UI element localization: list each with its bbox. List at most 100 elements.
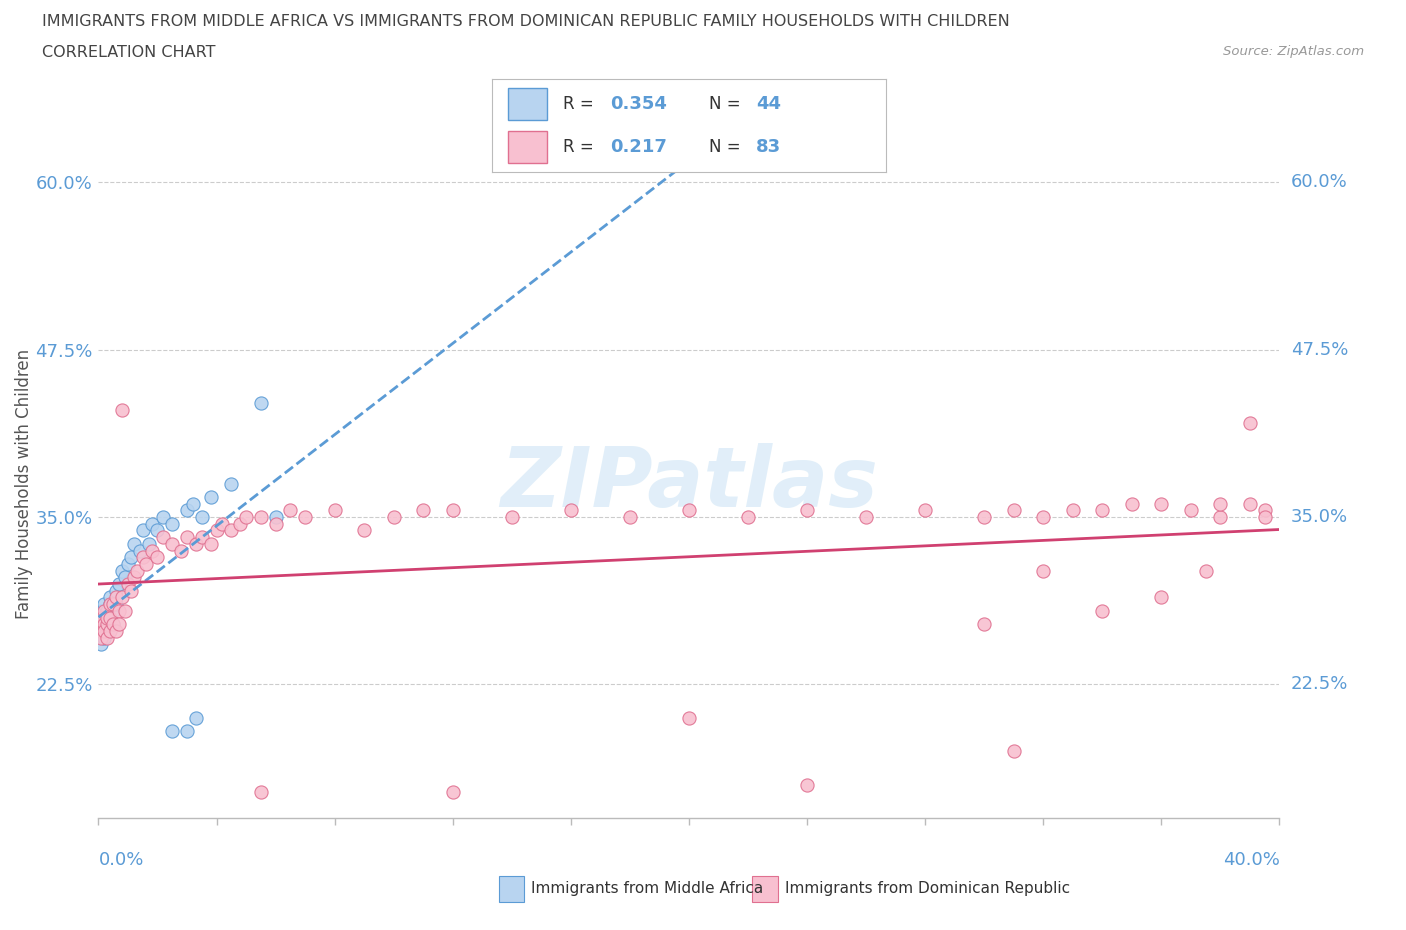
Point bbox=[278, 503, 302, 518]
Point bbox=[914, 503, 936, 518]
Point bbox=[93, 597, 115, 612]
Point bbox=[111, 403, 134, 418]
Point bbox=[141, 516, 163, 531]
Point bbox=[114, 570, 136, 585]
Point bbox=[128, 543, 150, 558]
Point bbox=[132, 550, 155, 565]
Point bbox=[264, 516, 287, 531]
Point bbox=[678, 711, 700, 725]
Point bbox=[98, 610, 121, 625]
Point bbox=[103, 617, 125, 631]
Point bbox=[152, 510, 174, 525]
Point bbox=[125, 564, 148, 578]
Point bbox=[382, 510, 405, 525]
Text: N =: N = bbox=[709, 138, 745, 156]
Point bbox=[93, 623, 115, 638]
Point bbox=[141, 543, 163, 558]
Point bbox=[1002, 744, 1025, 759]
Point bbox=[146, 523, 169, 538]
Point bbox=[191, 510, 214, 525]
Point bbox=[105, 597, 128, 612]
Point bbox=[205, 523, 228, 538]
Point bbox=[1254, 510, 1277, 525]
Point bbox=[93, 610, 115, 625]
Point bbox=[1032, 510, 1054, 525]
Point bbox=[176, 530, 198, 545]
Point bbox=[162, 516, 183, 531]
Point bbox=[1180, 503, 1202, 518]
Point bbox=[90, 610, 112, 625]
Point bbox=[441, 784, 464, 799]
Point bbox=[973, 510, 995, 525]
Point bbox=[93, 617, 115, 631]
Text: Immigrants from Middle Africa: Immigrants from Middle Africa bbox=[531, 881, 763, 896]
Point bbox=[181, 497, 204, 512]
Point bbox=[90, 623, 112, 638]
Point bbox=[1195, 564, 1218, 578]
Point bbox=[1209, 510, 1232, 525]
Point bbox=[98, 597, 121, 612]
Point bbox=[114, 604, 136, 618]
Point bbox=[737, 510, 759, 525]
Point bbox=[796, 777, 818, 792]
Point bbox=[200, 537, 222, 551]
Point bbox=[93, 631, 115, 645]
Point bbox=[96, 623, 118, 638]
Point bbox=[441, 503, 464, 518]
Point bbox=[90, 617, 112, 631]
Point bbox=[250, 784, 273, 799]
Text: 44: 44 bbox=[756, 95, 780, 113]
Point bbox=[103, 604, 125, 618]
Text: 0.217: 0.217 bbox=[610, 138, 666, 156]
Point bbox=[98, 623, 121, 638]
Point bbox=[93, 617, 115, 631]
Text: CORRELATION CHART: CORRELATION CHART bbox=[42, 45, 215, 60]
Point bbox=[1239, 497, 1261, 512]
Point bbox=[96, 610, 118, 625]
Text: Immigrants from Dominican Republic: Immigrants from Dominican Republic bbox=[785, 881, 1070, 896]
Point bbox=[176, 503, 198, 518]
Point bbox=[108, 617, 131, 631]
Point bbox=[93, 604, 115, 618]
Point bbox=[117, 577, 139, 591]
Point bbox=[235, 510, 257, 525]
Text: 35.0%: 35.0% bbox=[1291, 508, 1348, 526]
Point bbox=[176, 724, 198, 738]
Point bbox=[138, 537, 160, 551]
Text: 40.0%: 40.0% bbox=[1223, 851, 1279, 869]
Point bbox=[170, 543, 193, 558]
Point bbox=[90, 617, 112, 631]
Text: 60.0%: 60.0% bbox=[1291, 173, 1347, 192]
Point bbox=[796, 503, 818, 518]
Point bbox=[678, 503, 700, 518]
Point bbox=[96, 604, 118, 618]
Point bbox=[412, 503, 434, 518]
Point bbox=[98, 590, 121, 604]
Point bbox=[1091, 604, 1114, 618]
Point bbox=[855, 510, 877, 525]
Point bbox=[323, 503, 346, 518]
FancyBboxPatch shape bbox=[508, 88, 547, 120]
Point bbox=[211, 516, 233, 531]
Point bbox=[264, 510, 287, 525]
Point bbox=[294, 510, 316, 525]
Text: 47.5%: 47.5% bbox=[1291, 340, 1348, 359]
Point bbox=[90, 623, 112, 638]
Point bbox=[111, 564, 134, 578]
Point bbox=[229, 516, 252, 531]
Point bbox=[111, 590, 134, 604]
Point bbox=[152, 530, 174, 545]
Text: 83: 83 bbox=[756, 138, 780, 156]
FancyBboxPatch shape bbox=[508, 131, 547, 163]
Point bbox=[120, 583, 142, 598]
Point bbox=[250, 396, 273, 411]
Point bbox=[1150, 497, 1173, 512]
Point bbox=[120, 550, 142, 565]
Point bbox=[619, 510, 641, 525]
Point bbox=[90, 637, 112, 652]
Point bbox=[191, 530, 214, 545]
Point bbox=[1032, 564, 1054, 578]
Point bbox=[96, 631, 118, 645]
Point bbox=[105, 590, 128, 604]
Text: 0.354: 0.354 bbox=[610, 95, 666, 113]
